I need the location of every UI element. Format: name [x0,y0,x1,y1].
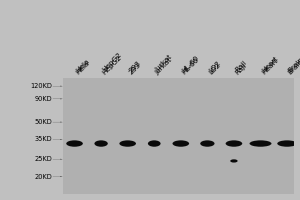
Ellipse shape [277,140,297,147]
Text: 293: 293 [128,62,142,76]
Text: 20KD: 20KD [35,174,52,180]
Text: LO2: LO2 [207,59,221,73]
Text: Brain: Brain [287,58,300,76]
Text: Jurkat: Jurkat [154,57,173,76]
Text: 50KD: 50KD [35,119,52,125]
Ellipse shape [94,140,108,147]
Text: 293: 293 [128,59,142,73]
Text: Jurkat: Jurkat [154,54,173,73]
Text: 90KD: 90KD [35,96,52,102]
Text: HL-60: HL-60 [181,54,200,73]
Ellipse shape [148,140,161,147]
Text: HepG2: HepG2 [101,52,123,73]
Ellipse shape [230,159,238,163]
Text: Raji: Raji [234,62,247,76]
Text: HL-60: HL-60 [181,57,200,76]
Ellipse shape [172,140,189,147]
Ellipse shape [119,140,136,147]
Ellipse shape [66,140,83,147]
Text: Hela: Hela [74,60,90,76]
Text: Brain: Brain [287,56,300,73]
Text: Heart: Heart [260,55,279,73]
Ellipse shape [250,140,272,147]
Text: Heart: Heart [260,57,279,76]
Ellipse shape [226,140,242,147]
Text: 35KD: 35KD [35,136,52,142]
Text: 120KD: 120KD [31,83,52,89]
Text: Hela: Hela [74,58,90,73]
Ellipse shape [200,140,214,147]
Text: HepG2: HepG2 [101,54,123,76]
Text: Raji: Raji [234,60,247,73]
Text: 25KD: 25KD [35,156,52,162]
Text: LO2: LO2 [207,62,221,76]
